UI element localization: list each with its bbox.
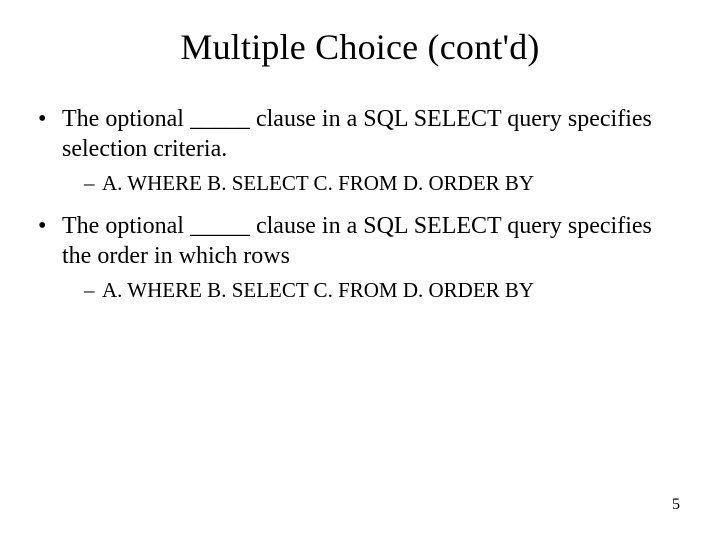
bullet-text: The optional _____ clause in a SQL SELEC…	[62, 213, 652, 269]
choices-text: A. WHERE B. SELECT C. FROM D. ORDER BY	[102, 278, 534, 302]
page-number: 5	[672, 496, 680, 514]
slide: Multiple Choice (cont'd) The optional __…	[0, 0, 720, 540]
choices-text: A. WHERE B. SELECT C. FROM D. ORDER BY	[102, 171, 534, 195]
bullet-list: The optional _____ clause in a SQL SELEC…	[36, 104, 684, 305]
sub-list: A. WHERE B. SELECT C. FROM D. ORDER BY	[62, 277, 684, 304]
list-item: The optional _____ clause in a SQL SELEC…	[36, 104, 684, 197]
sub-list: A. WHERE B. SELECT C. FROM D. ORDER BY	[62, 170, 684, 197]
bullet-text: The optional _____ clause in a SQL SELEC…	[62, 106, 652, 162]
list-item: The optional _____ clause in a SQL SELEC…	[36, 211, 684, 304]
slide-title: Multiple Choice (cont'd)	[36, 26, 684, 68]
sub-list-item: A. WHERE B. SELECT C. FROM D. ORDER BY	[84, 277, 684, 304]
sub-list-item: A. WHERE B. SELECT C. FROM D. ORDER BY	[84, 170, 684, 197]
